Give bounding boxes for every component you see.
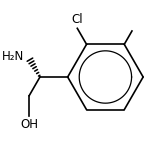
Text: Cl: Cl [72,13,83,26]
Text: OH: OH [20,118,38,131]
Text: H₂N: H₂N [2,50,25,63]
